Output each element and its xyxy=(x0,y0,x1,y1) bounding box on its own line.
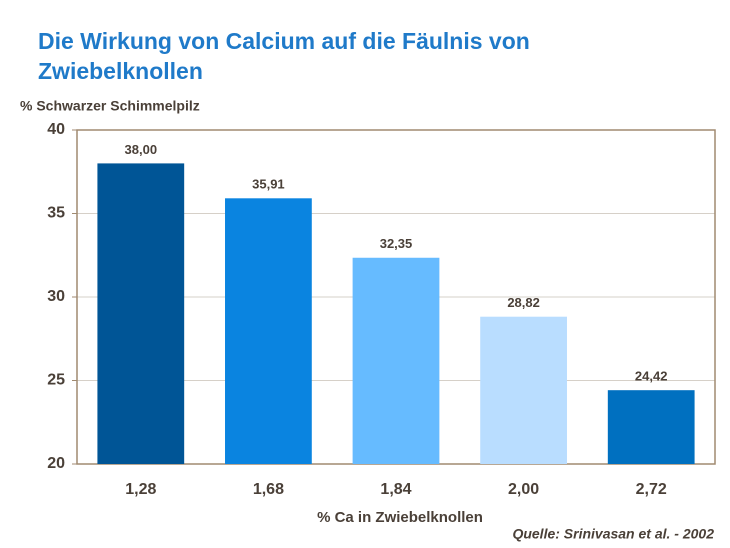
x-tick-label: 2,00 xyxy=(508,481,539,498)
y-tick-label: 25 xyxy=(47,372,65,389)
value-label: 32,35 xyxy=(380,236,413,251)
value-label: 24,42 xyxy=(635,369,668,384)
x-tick-label: 1,68 xyxy=(253,481,284,498)
x-tick-label: 1,84 xyxy=(380,481,411,498)
bar xyxy=(607,390,695,464)
y-tick-label: 20 xyxy=(47,455,65,472)
value-label: 38,00 xyxy=(125,142,158,157)
value-label: 35,91 xyxy=(252,177,285,192)
source: Quelle: Srinivasan et al. - 2002 xyxy=(512,526,714,542)
y-tick-label: 40 xyxy=(47,121,65,138)
bar xyxy=(97,163,185,464)
y-tick-label: 35 xyxy=(47,205,65,222)
y-tick-label: 30 xyxy=(47,288,65,305)
x-tick-label: 2,72 xyxy=(636,481,667,498)
bar xyxy=(225,198,312,465)
bar xyxy=(352,257,440,464)
value-label: 28,82 xyxy=(507,295,540,310)
x-axis-label: % Ca in Zwiebelknollen xyxy=(317,509,483,526)
x-tick-label: 1,28 xyxy=(125,481,156,498)
chart-title: Die Wirkung von Calcium auf die Fäulnis … xyxy=(38,28,530,84)
y-axis-label: % Schwarzer Schimmelpilz xyxy=(20,98,200,114)
bar xyxy=(480,316,567,464)
